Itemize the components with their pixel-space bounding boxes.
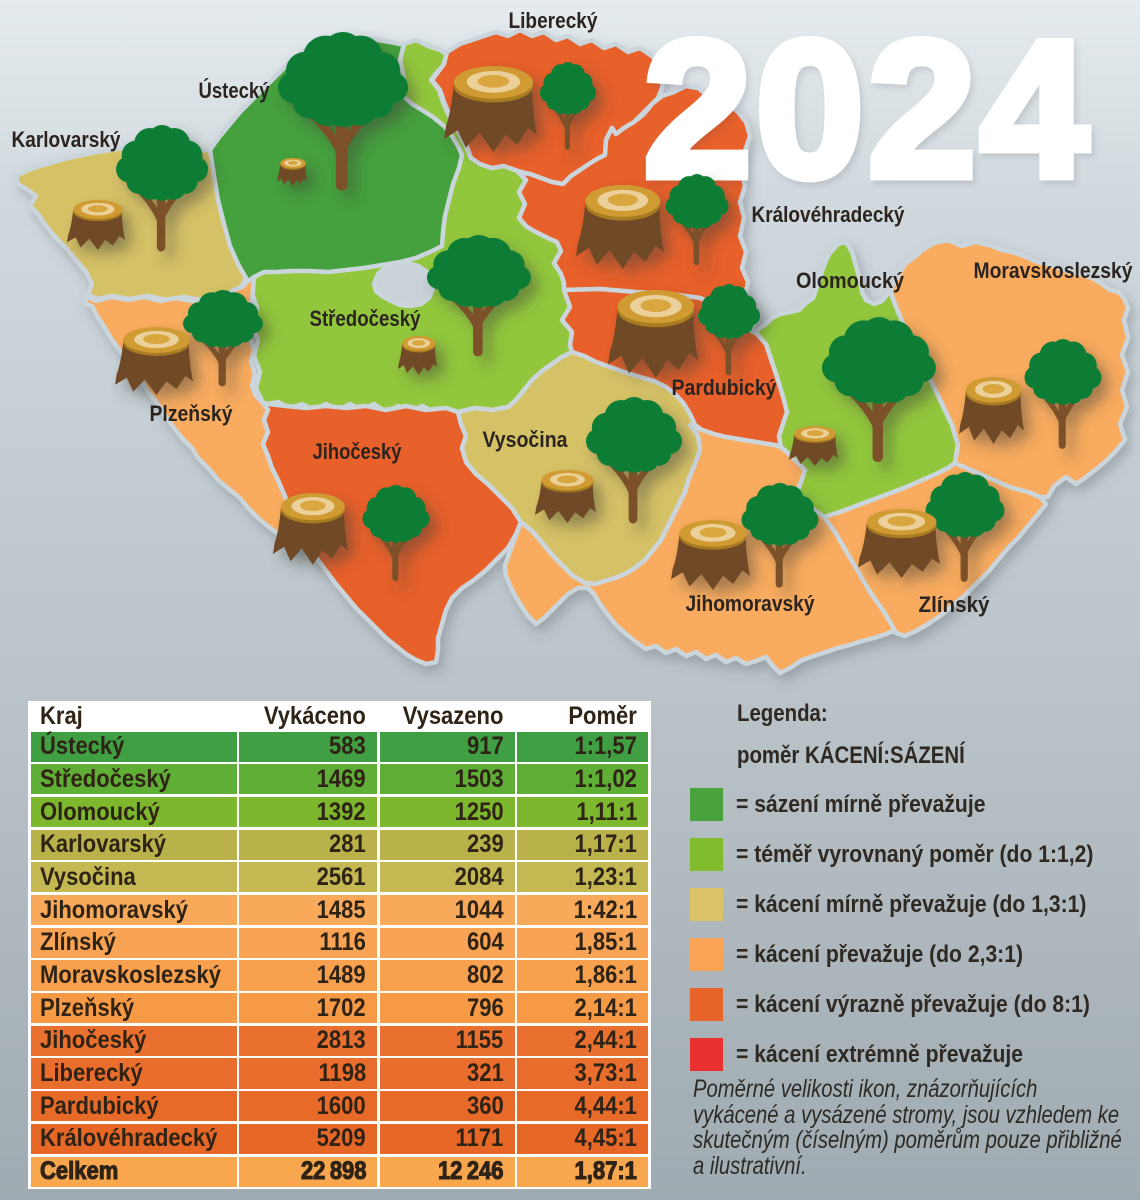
svg-text:Liberecký: Liberecký bbox=[509, 8, 599, 33]
svg-text:Vysočina: Vysočina bbox=[483, 427, 569, 452]
svg-text:Jihomoravský: Jihomoravský bbox=[686, 591, 816, 616]
svg-text:Jihočeský: Jihočeský bbox=[313, 439, 403, 464]
svg-text:Královéhradecký: Královéhradecký bbox=[752, 202, 906, 227]
svg-text:Středočeský: Středočeský bbox=[310, 306, 422, 331]
svg-text:Olomoucký: Olomoucký bbox=[796, 268, 905, 293]
svg-text:Moravskoslezský: Moravskoslezský bbox=[974, 258, 1134, 283]
svg-text:Ústecký: Ústecký bbox=[199, 78, 271, 103]
svg-text:2024: 2024 bbox=[644, 1, 1093, 218]
svg-text:Karlovarský: Karlovarský bbox=[12, 127, 122, 152]
svg-text:Plzeňský: Plzeňský bbox=[150, 401, 234, 426]
svg-text:Zlínský: Zlínský bbox=[919, 592, 991, 617]
svg-text:Pardubický: Pardubický bbox=[672, 375, 778, 400]
